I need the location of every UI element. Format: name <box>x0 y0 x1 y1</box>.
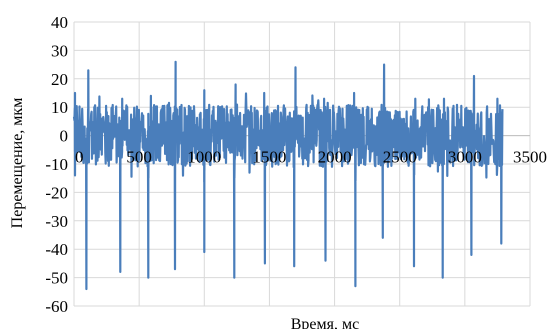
x-tick-labels: 0 500 1000 1500 2000 2500 3000 3500 <box>75 148 547 167</box>
y-tick-label: -50 <box>45 269 68 288</box>
x-tick-label: 2500 <box>383 148 417 167</box>
y-tick-label: 40 <box>51 13 68 32</box>
x-tick-label: 0 <box>75 148 84 167</box>
x-tick-label: 3000 <box>448 148 482 167</box>
y-tick-label: 0 <box>60 127 69 146</box>
displacement-series <box>72 60 504 291</box>
y-tick-label: -20 <box>45 183 68 202</box>
y-tick-label: 30 <box>51 41 68 60</box>
x-tick-label: 1000 <box>187 148 221 167</box>
y-tick-label: -10 <box>45 155 68 174</box>
y-tick-labels: -60 -50 -40 -30 -20 -10 0 10 20 30 40 <box>45 13 68 316</box>
x-axis-label: Время, мс <box>291 316 359 329</box>
x-tick-label: 1500 <box>252 148 286 167</box>
x-tick-label: 3500 <box>513 148 547 167</box>
x-tick-label: 500 <box>126 148 152 167</box>
y-tick-label: -30 <box>45 212 68 231</box>
y-tick-label: 10 <box>51 98 68 117</box>
y-tick-label: 20 <box>51 70 68 89</box>
x-tick-label: 2000 <box>318 148 352 167</box>
series-line <box>72 60 504 291</box>
y-axis-label: Перемещение, мкм <box>9 98 26 229</box>
y-tick-label: -60 <box>45 297 68 316</box>
y-tick-label: -40 <box>45 240 68 259</box>
